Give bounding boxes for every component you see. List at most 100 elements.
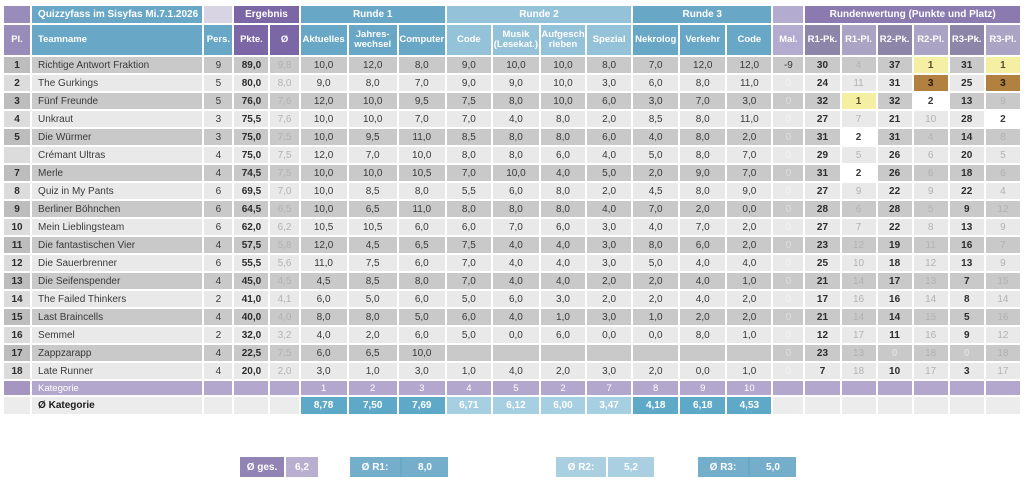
category-score-cell: 5,0 <box>398 309 445 325</box>
round-points-cell: 22 <box>877 219 912 235</box>
round-place-cell: 2 <box>913 93 948 109</box>
category-score-cell: 6,0 <box>300 345 347 361</box>
category-score-cell: 8,0 <box>540 129 586 145</box>
round-points-cell: 19 <box>877 237 912 253</box>
category-score-cell: 7,0 <box>492 219 539 235</box>
group-header-runde1: Runde 1 <box>300 6 445 23</box>
category-score-cell: 12,0 <box>300 237 347 253</box>
column-header-round3-category: Nekrolog <box>633 25 679 55</box>
round-points-cell: 25 <box>805 255 840 271</box>
category-score-cell: 4,0 <box>587 201 632 217</box>
place-cell <box>4 381 31 395</box>
group-header-ergebnis: Ergebnis <box>234 6 299 23</box>
spacer-cell <box>204 397 233 414</box>
category-score-cell: 8,5 <box>348 183 397 199</box>
category-score-cell: 12,0 <box>300 147 347 163</box>
round-points-cell: 14 <box>877 309 912 325</box>
round-place-cell: 18 <box>841 363 876 379</box>
round-place-cell: 1 <box>841 93 876 109</box>
round-place-cell: 5 <box>913 201 948 217</box>
category-score-cell: 6,5 <box>348 345 397 361</box>
round-place-cell: 16 <box>841 291 876 307</box>
category-score-cell <box>446 345 491 361</box>
category-number-cell: 8 <box>633 381 679 395</box>
average-cell: 5,8 <box>270 237 299 253</box>
category-score-cell: 4,5 <box>348 237 397 253</box>
round-points-cell: 0 <box>949 345 984 361</box>
category-score-cell: 4,0 <box>680 291 726 307</box>
category-average-cell: 8,78 <box>300 397 347 414</box>
category-score-cell: 9,0 <box>300 75 347 91</box>
spacer-cell <box>877 397 912 414</box>
table-row: 16 Semmel 2 32,0 3,2 4,0 2,0 6,0 5,0 0,0 6,0 0,0 0,0… <box>4 327 1020 343</box>
round-points-cell: 13 <box>949 93 984 109</box>
category-score-cell: 8,0 <box>348 75 397 91</box>
category-score-cell: 2,0 <box>587 273 632 289</box>
category-score-cell: 5,0 <box>633 255 679 271</box>
place-cell: 8 <box>4 183 31 199</box>
table-row: 5 Die Würmer 3 75,0 7,5 10,0 9,5 11,0 8,5 8,0 8,0 6… <box>4 129 1020 145</box>
category-score-cell: 5,0 <box>446 291 491 307</box>
team-name: Late Runner <box>32 363 203 379</box>
category-score-cell: 10,0 <box>540 57 586 73</box>
persons-cell: 4 <box>204 309 233 325</box>
average-cell: 4,0 <box>270 309 299 325</box>
spacer-cell <box>841 397 876 414</box>
category-average-cell: 6,12 <box>492 397 539 414</box>
category-score-cell: 8,0 <box>540 111 586 127</box>
spacer-cell <box>773 381 804 395</box>
round-place-cell: 7 <box>985 237 1020 253</box>
category-score-cell: 8,5 <box>633 111 679 127</box>
category-score-cell: 4,0 <box>680 273 726 289</box>
place-cell: 16 <box>4 327 31 343</box>
malus-cell: 0 <box>773 201 804 217</box>
points-cell: 41,0 <box>234 291 269 307</box>
category-number-cell: 2 <box>540 381 586 395</box>
category-score-cell: 10,0 <box>540 75 586 91</box>
round-points-cell: 26 <box>877 165 912 181</box>
category-score-cell: 4,0 <box>680 255 726 271</box>
column-header-roundscore: R3-Pk. <box>949 25 984 55</box>
category-score-cell: 3,0 <box>540 291 586 307</box>
category-score-cell: 5,5 <box>446 183 491 199</box>
place-cell: 14 <box>4 291 31 307</box>
round-points-cell: 3 <box>949 363 984 379</box>
round-points-cell: 18 <box>949 165 984 181</box>
spacer-cell <box>985 381 1020 395</box>
round-points-cell: 28 <box>805 201 840 217</box>
round-points-cell: 22 <box>949 183 984 199</box>
points-cell: 20,0 <box>234 363 269 379</box>
spacer-cell <box>841 381 876 395</box>
group-header-runde2: Runde 2 <box>446 6 632 23</box>
category-average-cell: 6,71 <box>446 397 491 414</box>
average-round2-label: Ø R2: <box>556 457 606 477</box>
spacer-cell <box>270 397 299 414</box>
category-number-cell: 5 <box>492 381 539 395</box>
column-header-round2-category: Aufgeschrieben <box>540 25 586 55</box>
round-points-cell: 0 <box>877 345 912 361</box>
category-score-cell: 4,0 <box>540 273 586 289</box>
round-points-cell: 14 <box>949 129 984 145</box>
points-cell: 76,0 <box>234 93 269 109</box>
category-score-cell: 7,0 <box>633 201 679 217</box>
category-score-cell: 9,0 <box>492 75 539 91</box>
persons-cell: 6 <box>204 255 233 271</box>
category-average-cell: 3,47 <box>587 397 632 414</box>
category-score-cell: 4,0 <box>492 309 539 325</box>
place-cell: 9 <box>4 201 31 217</box>
persons-cell: 6 <box>204 201 233 217</box>
category-score-cell: 3,0 <box>587 363 632 379</box>
persons-cell: 4 <box>204 273 233 289</box>
category-average-cell: 7,50 <box>348 397 397 414</box>
category-score-cell: 8,5 <box>446 129 491 145</box>
malus-cell: 0 <box>773 147 804 163</box>
round-place-cell: 5 <box>985 147 1020 163</box>
round-points-cell: 31 <box>805 129 840 145</box>
category-score-cell: 6,5 <box>348 201 397 217</box>
round-points-cell: 31 <box>877 75 912 91</box>
table-row: 18 Late Runner 4 20,0 2,0 3,0 1,0 3,0 1,0 4,0 2,0 3… <box>4 363 1020 379</box>
category-score-cell: 8,0 <box>680 327 726 343</box>
place-cell: 11 <box>4 237 31 253</box>
round-place-cell: 6 <box>985 165 1020 181</box>
category-score-cell: 6,5 <box>398 237 445 253</box>
